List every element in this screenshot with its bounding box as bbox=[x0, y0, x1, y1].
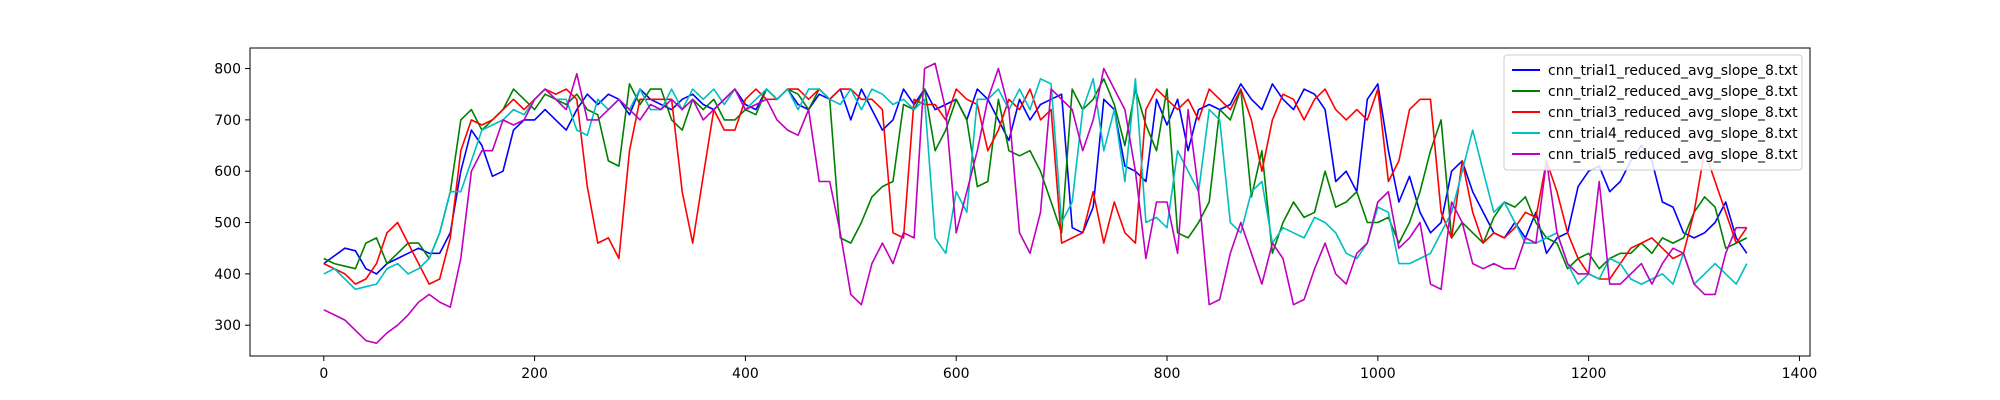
x-tick-label: 1200 bbox=[1571, 366, 1607, 382]
x-tick-label: 800 bbox=[1154, 366, 1181, 382]
series-line-4 bbox=[323, 78, 1748, 291]
y-tick-label: 300 bbox=[214, 318, 241, 334]
x-tick-label: 1400 bbox=[1782, 366, 1818, 382]
legend: cnn_trial1_reduced_avg_slope_8.txt cnn_tr… bbox=[1503, 54, 1803, 171]
legend-label-2: cnn_trial2_reduced_avg_slope_8.txt bbox=[1548, 84, 1798, 100]
legend-box bbox=[1503, 54, 1803, 171]
axes-layer: 0 200 400 600 800 1000 1200 1400 300 400 500 600 700… bbox=[214, 62, 1817, 382]
x-tick-label: 0 bbox=[319, 366, 328, 382]
y-tick-label: 400 bbox=[214, 267, 241, 283]
legend-label-3: cnn_trial3_reduced_avg_slope_8.txt bbox=[1548, 105, 1798, 121]
y-tick-label: 600 bbox=[214, 164, 241, 180]
plot-frame bbox=[249, 47, 1811, 357]
x-tick-label: 200 bbox=[521, 366, 548, 382]
legend-label-1: cnn_trial1_reduced_avg_slope_8.txt bbox=[1548, 63, 1798, 79]
series-line-5 bbox=[323, 62, 1747, 345]
x-tick-label: 600 bbox=[943, 366, 970, 382]
series-line-1 bbox=[323, 83, 1748, 275]
legend-label-5: cnn_trial5_reduced_avg_slope_8.txt bbox=[1548, 147, 1798, 163]
series-line-3 bbox=[323, 88, 1748, 285]
series-line-2 bbox=[323, 78, 1748, 270]
y-tick-label: 800 bbox=[214, 62, 241, 78]
y-tick-label: 700 bbox=[214, 113, 241, 129]
y-tick-label: 500 bbox=[214, 216, 241, 232]
x-tick-label: 400 bbox=[732, 366, 759, 382]
x-tick-label: 1000 bbox=[1360, 366, 1396, 382]
legend-label-4: cnn_trial4_reduced_avg_slope_8.txt bbox=[1548, 126, 1798, 142]
series-layer bbox=[323, 62, 1748, 345]
